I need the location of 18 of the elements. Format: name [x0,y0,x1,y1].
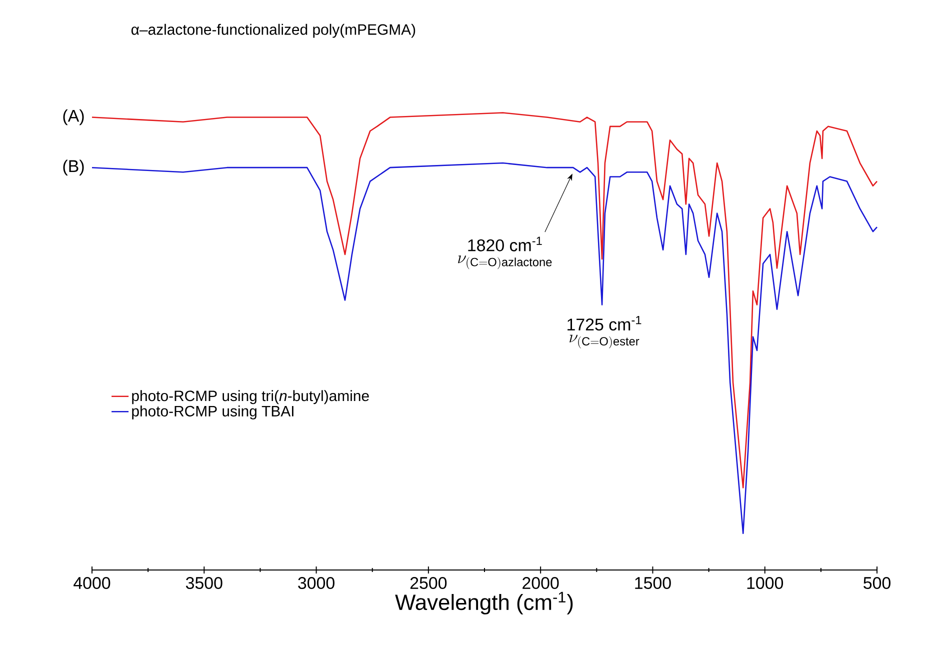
legend-label: photo-RCMP using tri(n-butyl)amine [132,390,369,404]
x-tick-label: 4000 [74,577,110,589]
text: (A) [63,109,84,126]
x-tick-label: 1500 [635,577,671,589]
chart-title: α–azlactone-functionalized poly(mPEGMA) [131,24,416,38]
x-tick-label: 3500 [186,577,222,589]
annotation: $\nu_{\mathrm{(C{=}O)ester}}$ [570,334,640,348]
x-tick-label: 3000 [298,577,334,589]
text: (B) [63,160,84,176]
x-tick-label: 1000 [747,577,784,589]
x-tick-label: 2000 [522,577,559,589]
x-axis-title: Wavelength (cm$^{-1}$) [395,592,573,614]
annotation: 1725 cm$^{-1}$ [568,316,642,331]
x-tick-label: 2500 [410,577,447,589]
legend-label: photo-RCMP using TBAI [132,405,294,420]
annotation: $\nu_{\mathrm{(C{=}O)azlactone}}$ [458,256,552,270]
annotation: 1820 cm$^{-1}$ [468,236,542,252]
x-tick-label: 500 [864,577,890,589]
